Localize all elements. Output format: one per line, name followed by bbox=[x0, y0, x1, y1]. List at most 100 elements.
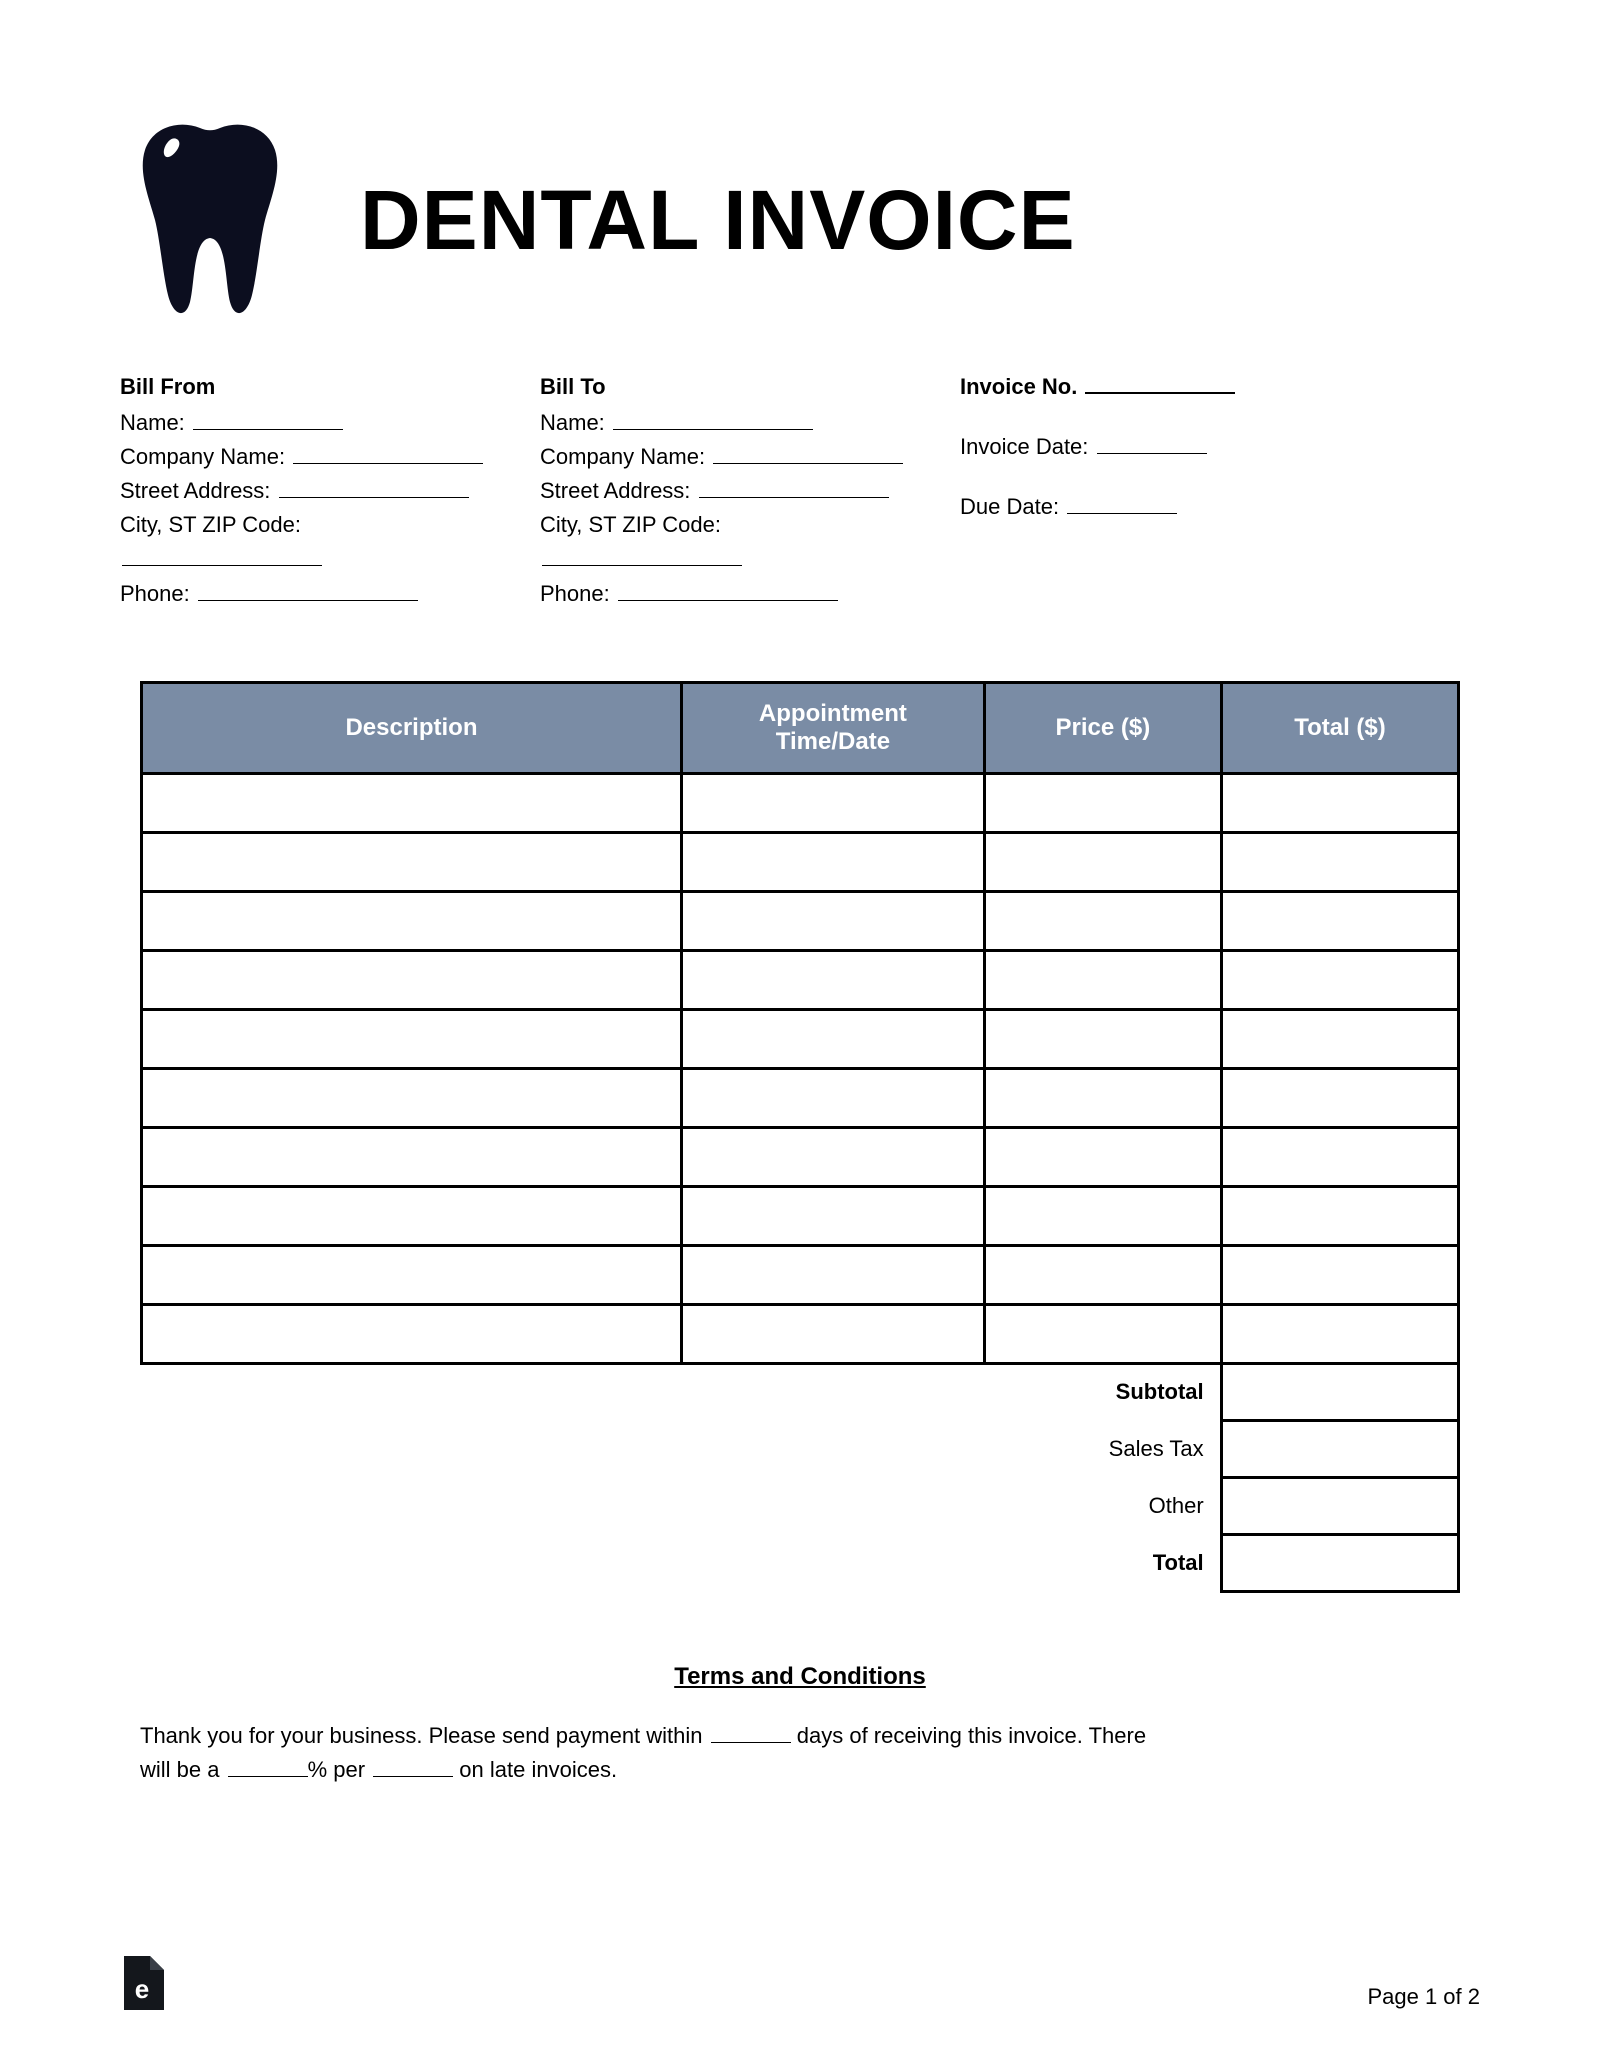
table-cell[interactable] bbox=[142, 1186, 682, 1245]
table-cell[interactable] bbox=[142, 1009, 682, 1068]
table-cell[interactable] bbox=[142, 950, 682, 1009]
table-cell[interactable] bbox=[681, 1009, 984, 1068]
terms-title: Terms and Conditions bbox=[140, 1663, 1460, 1691]
totals-row: Sales Tax bbox=[140, 1420, 1459, 1477]
table-cell[interactable] bbox=[142, 1304, 682, 1363]
totals-row: Total bbox=[140, 1534, 1459, 1591]
blank-line[interactable] bbox=[1067, 491, 1177, 514]
header: DENTAL INVOICE bbox=[120, 120, 1480, 320]
table-cell[interactable] bbox=[681, 1245, 984, 1304]
bill-from-phone: Phone: bbox=[120, 577, 500, 611]
table-cell[interactable] bbox=[1221, 1009, 1458, 1068]
totals-value-cell[interactable] bbox=[1221, 1363, 1458, 1420]
blank-line[interactable] bbox=[122, 543, 322, 566]
blank-line[interactable] bbox=[373, 1754, 453, 1777]
totals-value-cell[interactable] bbox=[1221, 1477, 1458, 1534]
table-cell[interactable] bbox=[681, 950, 984, 1009]
table-row bbox=[142, 950, 1459, 1009]
blank-line[interactable] bbox=[699, 475, 889, 498]
totals-label: Other bbox=[140, 1477, 1221, 1534]
table-cell[interactable] bbox=[984, 832, 1221, 891]
blank-line[interactable] bbox=[542, 543, 742, 566]
bill-to-street: Street Address: bbox=[540, 474, 920, 508]
table-cell[interactable] bbox=[984, 891, 1221, 950]
footer: e Page 1 of 2 bbox=[120, 1956, 1480, 2010]
table-cell[interactable] bbox=[1221, 1127, 1458, 1186]
table-cell[interactable] bbox=[1221, 832, 1458, 891]
bill-from-name: Name: bbox=[120, 406, 500, 440]
totals-row: Other bbox=[140, 1477, 1459, 1534]
bill-to-name: Name: bbox=[540, 406, 920, 440]
blank-line[interactable] bbox=[711, 1720, 791, 1743]
invoice-table: DescriptionAppointmentTime/DatePrice ($)… bbox=[140, 681, 1460, 1365]
page-number: Page 1 of 2 bbox=[1367, 1984, 1480, 2010]
table-cell[interactable] bbox=[984, 1068, 1221, 1127]
table-cell[interactable] bbox=[142, 1245, 682, 1304]
table-cell[interactable] bbox=[1221, 891, 1458, 950]
bill-to-phone: Phone: bbox=[540, 577, 920, 611]
blank-line[interactable] bbox=[1097, 431, 1207, 454]
blank-line[interactable] bbox=[613, 407, 813, 430]
tooth-icon bbox=[120, 120, 300, 320]
table-cell[interactable] bbox=[681, 832, 984, 891]
bill-to-city: City, ST ZIP Code: bbox=[540, 508, 920, 576]
table-head: DescriptionAppointmentTime/DatePrice ($)… bbox=[142, 682, 1459, 773]
table-cell[interactable] bbox=[984, 1009, 1221, 1068]
table-cell[interactable] bbox=[142, 891, 682, 950]
table-cell[interactable] bbox=[681, 1304, 984, 1363]
totals-row: Subtotal bbox=[140, 1363, 1459, 1420]
bill-from-street: Street Address: bbox=[120, 474, 500, 508]
table-cell[interactable] bbox=[1221, 1186, 1458, 1245]
table-cell[interactable] bbox=[681, 1068, 984, 1127]
table-row bbox=[142, 832, 1459, 891]
table-cell[interactable] bbox=[142, 1127, 682, 1186]
table-cell[interactable] bbox=[984, 950, 1221, 1009]
table-cell[interactable] bbox=[984, 1127, 1221, 1186]
invoice-meta-section: Invoice No. Invoice Date: Due Date: bbox=[960, 370, 1480, 611]
table-row bbox=[142, 773, 1459, 832]
table-cell[interactable] bbox=[142, 832, 682, 891]
blank-line[interactable] bbox=[198, 578, 418, 601]
blank-line[interactable] bbox=[293, 441, 483, 464]
table-row bbox=[142, 891, 1459, 950]
totals-label: Sales Tax bbox=[140, 1420, 1221, 1477]
blank-line[interactable] bbox=[228, 1754, 308, 1777]
table-cell[interactable] bbox=[1221, 1245, 1458, 1304]
table-cell[interactable] bbox=[681, 773, 984, 832]
table-row bbox=[142, 1068, 1459, 1127]
info-row: Bill From Name: Company Name: Street Add… bbox=[120, 370, 1480, 611]
table-row bbox=[142, 1304, 1459, 1363]
totals-label: Subtotal bbox=[140, 1363, 1221, 1420]
totals-value-cell[interactable] bbox=[1221, 1420, 1458, 1477]
blank-line[interactable] bbox=[279, 475, 469, 498]
table-cell[interactable] bbox=[681, 1186, 984, 1245]
totals-label: Total bbox=[140, 1534, 1221, 1591]
bill-to-section: Bill To Name: Company Name: Street Addre… bbox=[540, 370, 920, 611]
column-header: Description bbox=[142, 682, 682, 773]
table-cell[interactable] bbox=[984, 1186, 1221, 1245]
table-cell[interactable] bbox=[984, 1304, 1221, 1363]
blank-line[interactable] bbox=[193, 407, 343, 430]
table-cell[interactable] bbox=[1221, 773, 1458, 832]
totals-value-cell[interactable] bbox=[1221, 1534, 1458, 1591]
table-cell[interactable] bbox=[1221, 950, 1458, 1009]
table-cell[interactable] bbox=[681, 1127, 984, 1186]
table-cell[interactable] bbox=[984, 773, 1221, 832]
bill-from-heading: Bill From bbox=[120, 370, 500, 404]
blank-line[interactable] bbox=[713, 441, 903, 464]
terms-body: Thank you for your business. Please send… bbox=[140, 1719, 1460, 1787]
table-cell[interactable] bbox=[142, 773, 682, 832]
table-cell[interactable] bbox=[1221, 1068, 1458, 1127]
table-cell[interactable] bbox=[142, 1068, 682, 1127]
bill-from-company: Company Name: bbox=[120, 440, 500, 474]
table-cell[interactable] bbox=[1221, 1304, 1458, 1363]
invoice-table-wrap: DescriptionAppointmentTime/DatePrice ($)… bbox=[140, 681, 1460, 1593]
table-cell[interactable] bbox=[984, 1245, 1221, 1304]
table-cell[interactable] bbox=[681, 891, 984, 950]
blank-line[interactable] bbox=[618, 578, 838, 601]
blank-line[interactable] bbox=[1085, 370, 1235, 394]
table-body bbox=[142, 773, 1459, 1363]
bill-from-section: Bill From Name: Company Name: Street Add… bbox=[120, 370, 500, 611]
page-title: DENTAL INVOICE bbox=[360, 172, 1076, 269]
due-date-row: Due Date: bbox=[960, 490, 1480, 524]
